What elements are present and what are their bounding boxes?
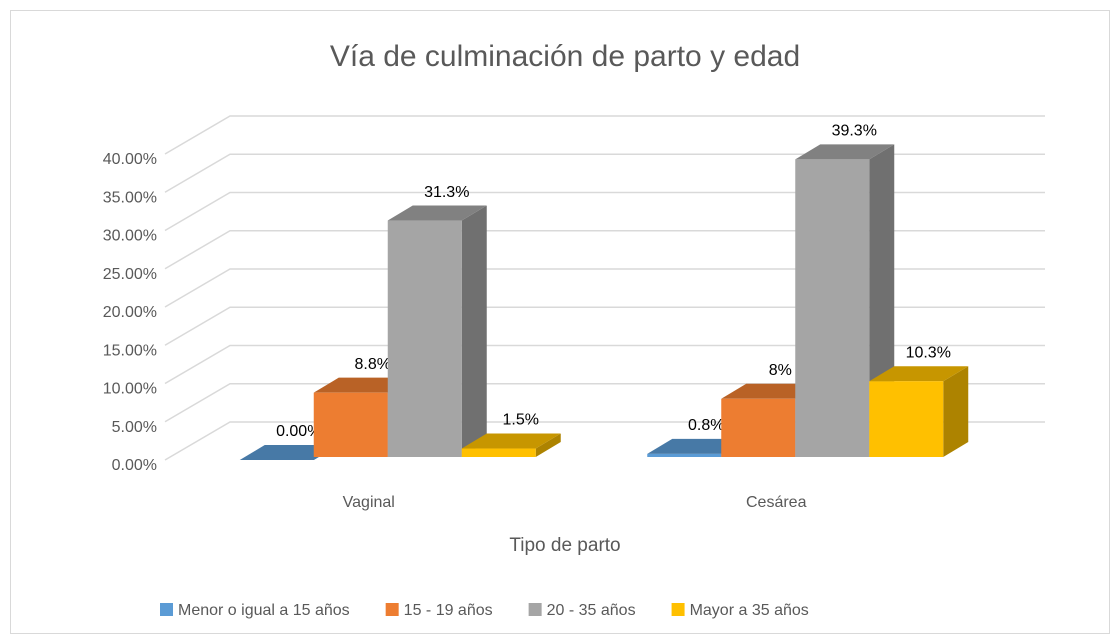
data-label: 8% (769, 362, 792, 379)
data-label: 31.3% (424, 184, 469, 201)
grid-line (164, 268, 1045, 308)
bar-side (461, 205, 487, 457)
bar (387, 220, 462, 457)
bar-top (387, 205, 487, 221)
x-tick-label: Cesárea (746, 494, 807, 511)
legend-swatch (160, 603, 173, 616)
data-label: 10.3% (906, 344, 951, 361)
legend-label: Menor o igual a 15 años (178, 602, 350, 619)
y-tick-label: 5.00% (112, 419, 157, 436)
chart-title: Vía de culminación de parto y edad (330, 40, 800, 73)
legend-label: Mayor a 35 años (690, 602, 809, 619)
y-tick-label: 0.00% (112, 457, 157, 474)
y-tick-label: 35.00% (103, 189, 157, 206)
y-tick-label: 20.00% (103, 304, 157, 321)
bar-top (795, 144, 895, 160)
bar-top (461, 433, 561, 449)
legend-swatch (528, 603, 542, 616)
x-tick-label: Vaginal (343, 494, 395, 511)
data-label: 0.00% (276, 423, 321, 440)
data-label: 39.3% (832, 123, 877, 140)
chart-frame (10, 10, 1110, 634)
grid-line (164, 383, 1045, 423)
y-tick-label: 30.00% (103, 228, 157, 245)
bar (647, 453, 722, 457)
y-tick-label: 10.00% (103, 381, 157, 398)
bar-side (943, 366, 969, 457)
grid-line (164, 344, 1045, 385)
bar (869, 381, 944, 457)
data-label: 0.8% (688, 417, 724, 434)
grid-line (164, 306, 1045, 346)
bar (461, 448, 536, 457)
legend-label: 15 - 19 años (404, 602, 493, 619)
y-tick-label: 15.00% (103, 342, 157, 359)
bar (313, 392, 388, 457)
legend-swatch (671, 603, 685, 616)
bar-side (535, 433, 561, 457)
x-axis-title: Tipo de parto (509, 535, 620, 556)
bar (721, 398, 796, 457)
grid-line (164, 191, 1045, 232)
data-label: 1.5% (503, 412, 539, 429)
y-tick-label: 40.00% (103, 151, 157, 168)
data-label: 8.8% (355, 356, 391, 373)
bar (795, 159, 870, 458)
legend-label: 20 - 35 años (547, 602, 636, 619)
y-tick-label: 25.00% (103, 266, 157, 283)
bar-top (869, 366, 969, 382)
legend-swatch (385, 603, 399, 616)
grid-line (164, 153, 1045, 193)
grid-line (164, 115, 1045, 155)
grid-line (164, 230, 1045, 270)
